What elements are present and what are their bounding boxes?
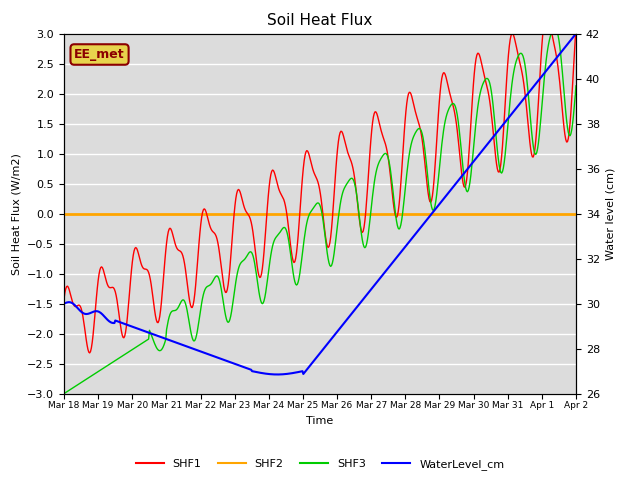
Y-axis label: Soil Heat Flux (W/m2): Soil Heat Flux (W/m2) — [12, 153, 22, 275]
X-axis label: Time: Time — [307, 416, 333, 426]
Legend: SHF1, SHF2, SHF3, WaterLevel_cm: SHF1, SHF2, SHF3, WaterLevel_cm — [131, 455, 509, 474]
Title: Soil Heat Flux: Soil Heat Flux — [268, 13, 372, 28]
Text: EE_met: EE_met — [74, 48, 125, 61]
Y-axis label: Water level (cm): Water level (cm) — [605, 168, 616, 260]
